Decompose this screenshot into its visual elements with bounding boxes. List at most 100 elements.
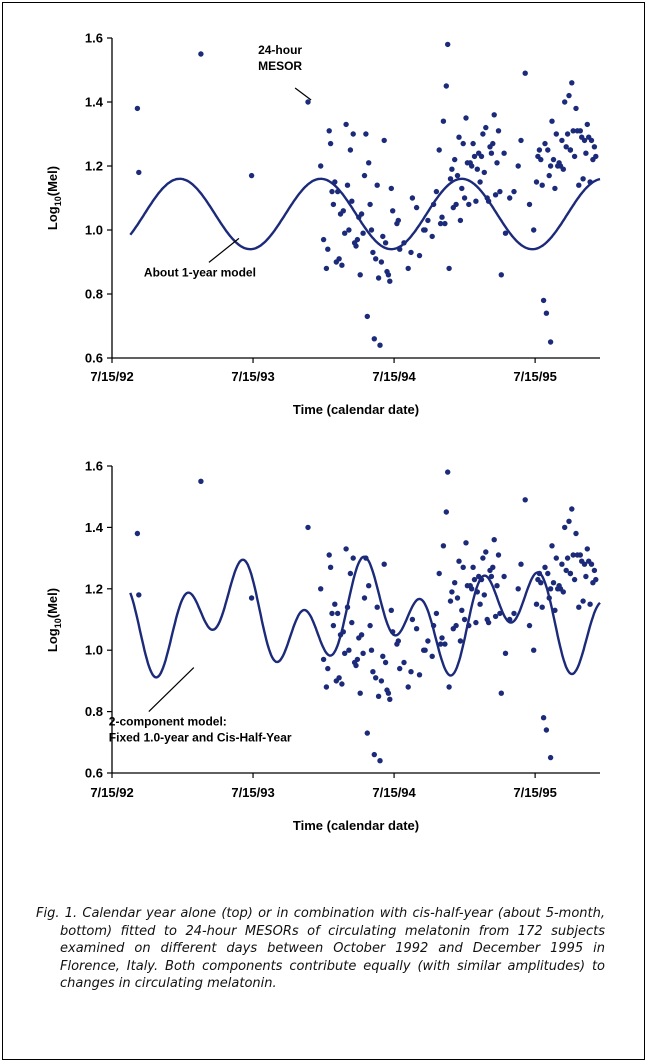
data-point <box>442 220 448 227</box>
data-point <box>323 684 330 690</box>
data-point <box>564 555 571 561</box>
data-point <box>329 610 335 617</box>
data-point <box>549 543 555 549</box>
data-point <box>522 497 528 503</box>
data-point <box>555 586 561 592</box>
data-point <box>374 182 380 188</box>
data-point <box>429 233 435 240</box>
data-point <box>440 543 447 549</box>
data-point <box>498 272 504 278</box>
data-point <box>437 220 444 227</box>
data-point <box>490 140 496 147</box>
data-point <box>327 140 334 147</box>
data-point <box>469 586 475 592</box>
y-tick-label: 1.6 <box>85 459 103 474</box>
data-point <box>494 160 500 166</box>
data-point <box>555 163 561 169</box>
data-point <box>339 262 345 268</box>
data-point <box>579 558 585 564</box>
data-point <box>593 153 599 160</box>
data-point <box>447 598 454 604</box>
data-point <box>413 204 420 211</box>
annotation-text: Fixed 1.0-year and Cis-Half-Year <box>109 731 292 745</box>
data-point <box>422 647 428 653</box>
data-point <box>573 105 579 112</box>
data-point <box>378 678 385 684</box>
data-point <box>591 144 598 150</box>
y-tick-label: 1.4 <box>85 95 104 110</box>
data-point <box>571 576 578 583</box>
data-point <box>361 595 368 601</box>
data-point <box>494 583 500 589</box>
data-point <box>547 754 554 761</box>
data-point <box>436 147 442 153</box>
data-point <box>357 272 363 278</box>
y-tick-label: 1.2 <box>85 581 103 596</box>
chart-bottom: 0.6 0.8 1.0 1.2 1.4 1.6 7/15/92 7/15/93 7/15/94 7… <box>45 459 601 833</box>
data-point <box>384 687 390 693</box>
data-point <box>350 555 356 561</box>
data-point <box>540 715 547 721</box>
data-point <box>397 665 403 672</box>
data-point <box>351 240 358 246</box>
data-point <box>305 524 311 531</box>
data-point <box>360 650 366 656</box>
data-point <box>447 176 454 182</box>
data-point <box>491 537 497 543</box>
data-point <box>401 659 407 666</box>
data-point <box>580 598 586 604</box>
y-tick-label: 0.6 <box>85 766 103 781</box>
data-point <box>425 217 431 224</box>
annotation-arrow <box>208 237 240 263</box>
data-point <box>356 635 362 641</box>
data-point <box>563 567 569 574</box>
data-point <box>587 601 593 607</box>
data-point <box>136 592 142 598</box>
x-tick-label: 7/15/94 <box>372 369 416 384</box>
annotation-text: About 1-year model <box>144 265 256 279</box>
data-point <box>439 635 445 641</box>
chart-top: 0.6 0.8 1.0 1.2 1.4 1.6 7/15/92 7/15/93 7/15/94 7… <box>45 31 601 417</box>
data-point <box>547 586 554 592</box>
data-point <box>371 751 377 758</box>
data-point <box>567 147 574 153</box>
x-tick-label: 7/15/95 <box>513 785 556 800</box>
data-point <box>459 607 465 613</box>
data-point <box>442 641 448 647</box>
data-point <box>550 156 557 163</box>
data-point <box>488 573 495 580</box>
data-point <box>569 80 575 86</box>
data-point <box>349 619 355 626</box>
data-point <box>395 638 401 644</box>
data-point <box>543 310 550 316</box>
data-point <box>569 506 575 512</box>
data-point <box>409 195 416 201</box>
data-point <box>333 259 339 265</box>
data-point <box>470 564 476 570</box>
data-point <box>495 128 502 134</box>
data-point <box>320 656 327 663</box>
data-point <box>559 137 565 144</box>
x-tick-label: 7/15/92 <box>90 785 133 800</box>
data-point <box>573 530 579 537</box>
data-point <box>540 297 547 304</box>
data-point <box>522 70 528 76</box>
data-point <box>377 342 383 348</box>
data-point <box>384 268 390 275</box>
data-point <box>491 112 497 118</box>
data-point <box>378 259 385 265</box>
data-point <box>443 509 449 515</box>
data-point <box>439 214 445 220</box>
data-point <box>547 339 554 345</box>
data-point <box>545 147 551 153</box>
data-point <box>326 552 332 558</box>
x-axis-title: Time (calendar date) <box>293 818 419 833</box>
data-point <box>445 469 451 475</box>
data-point <box>437 641 444 647</box>
data-point <box>552 185 558 192</box>
data-point <box>574 128 581 134</box>
data-point <box>562 99 568 105</box>
data-point <box>567 570 574 577</box>
data-point <box>454 172 461 179</box>
data-point <box>361 172 368 179</box>
